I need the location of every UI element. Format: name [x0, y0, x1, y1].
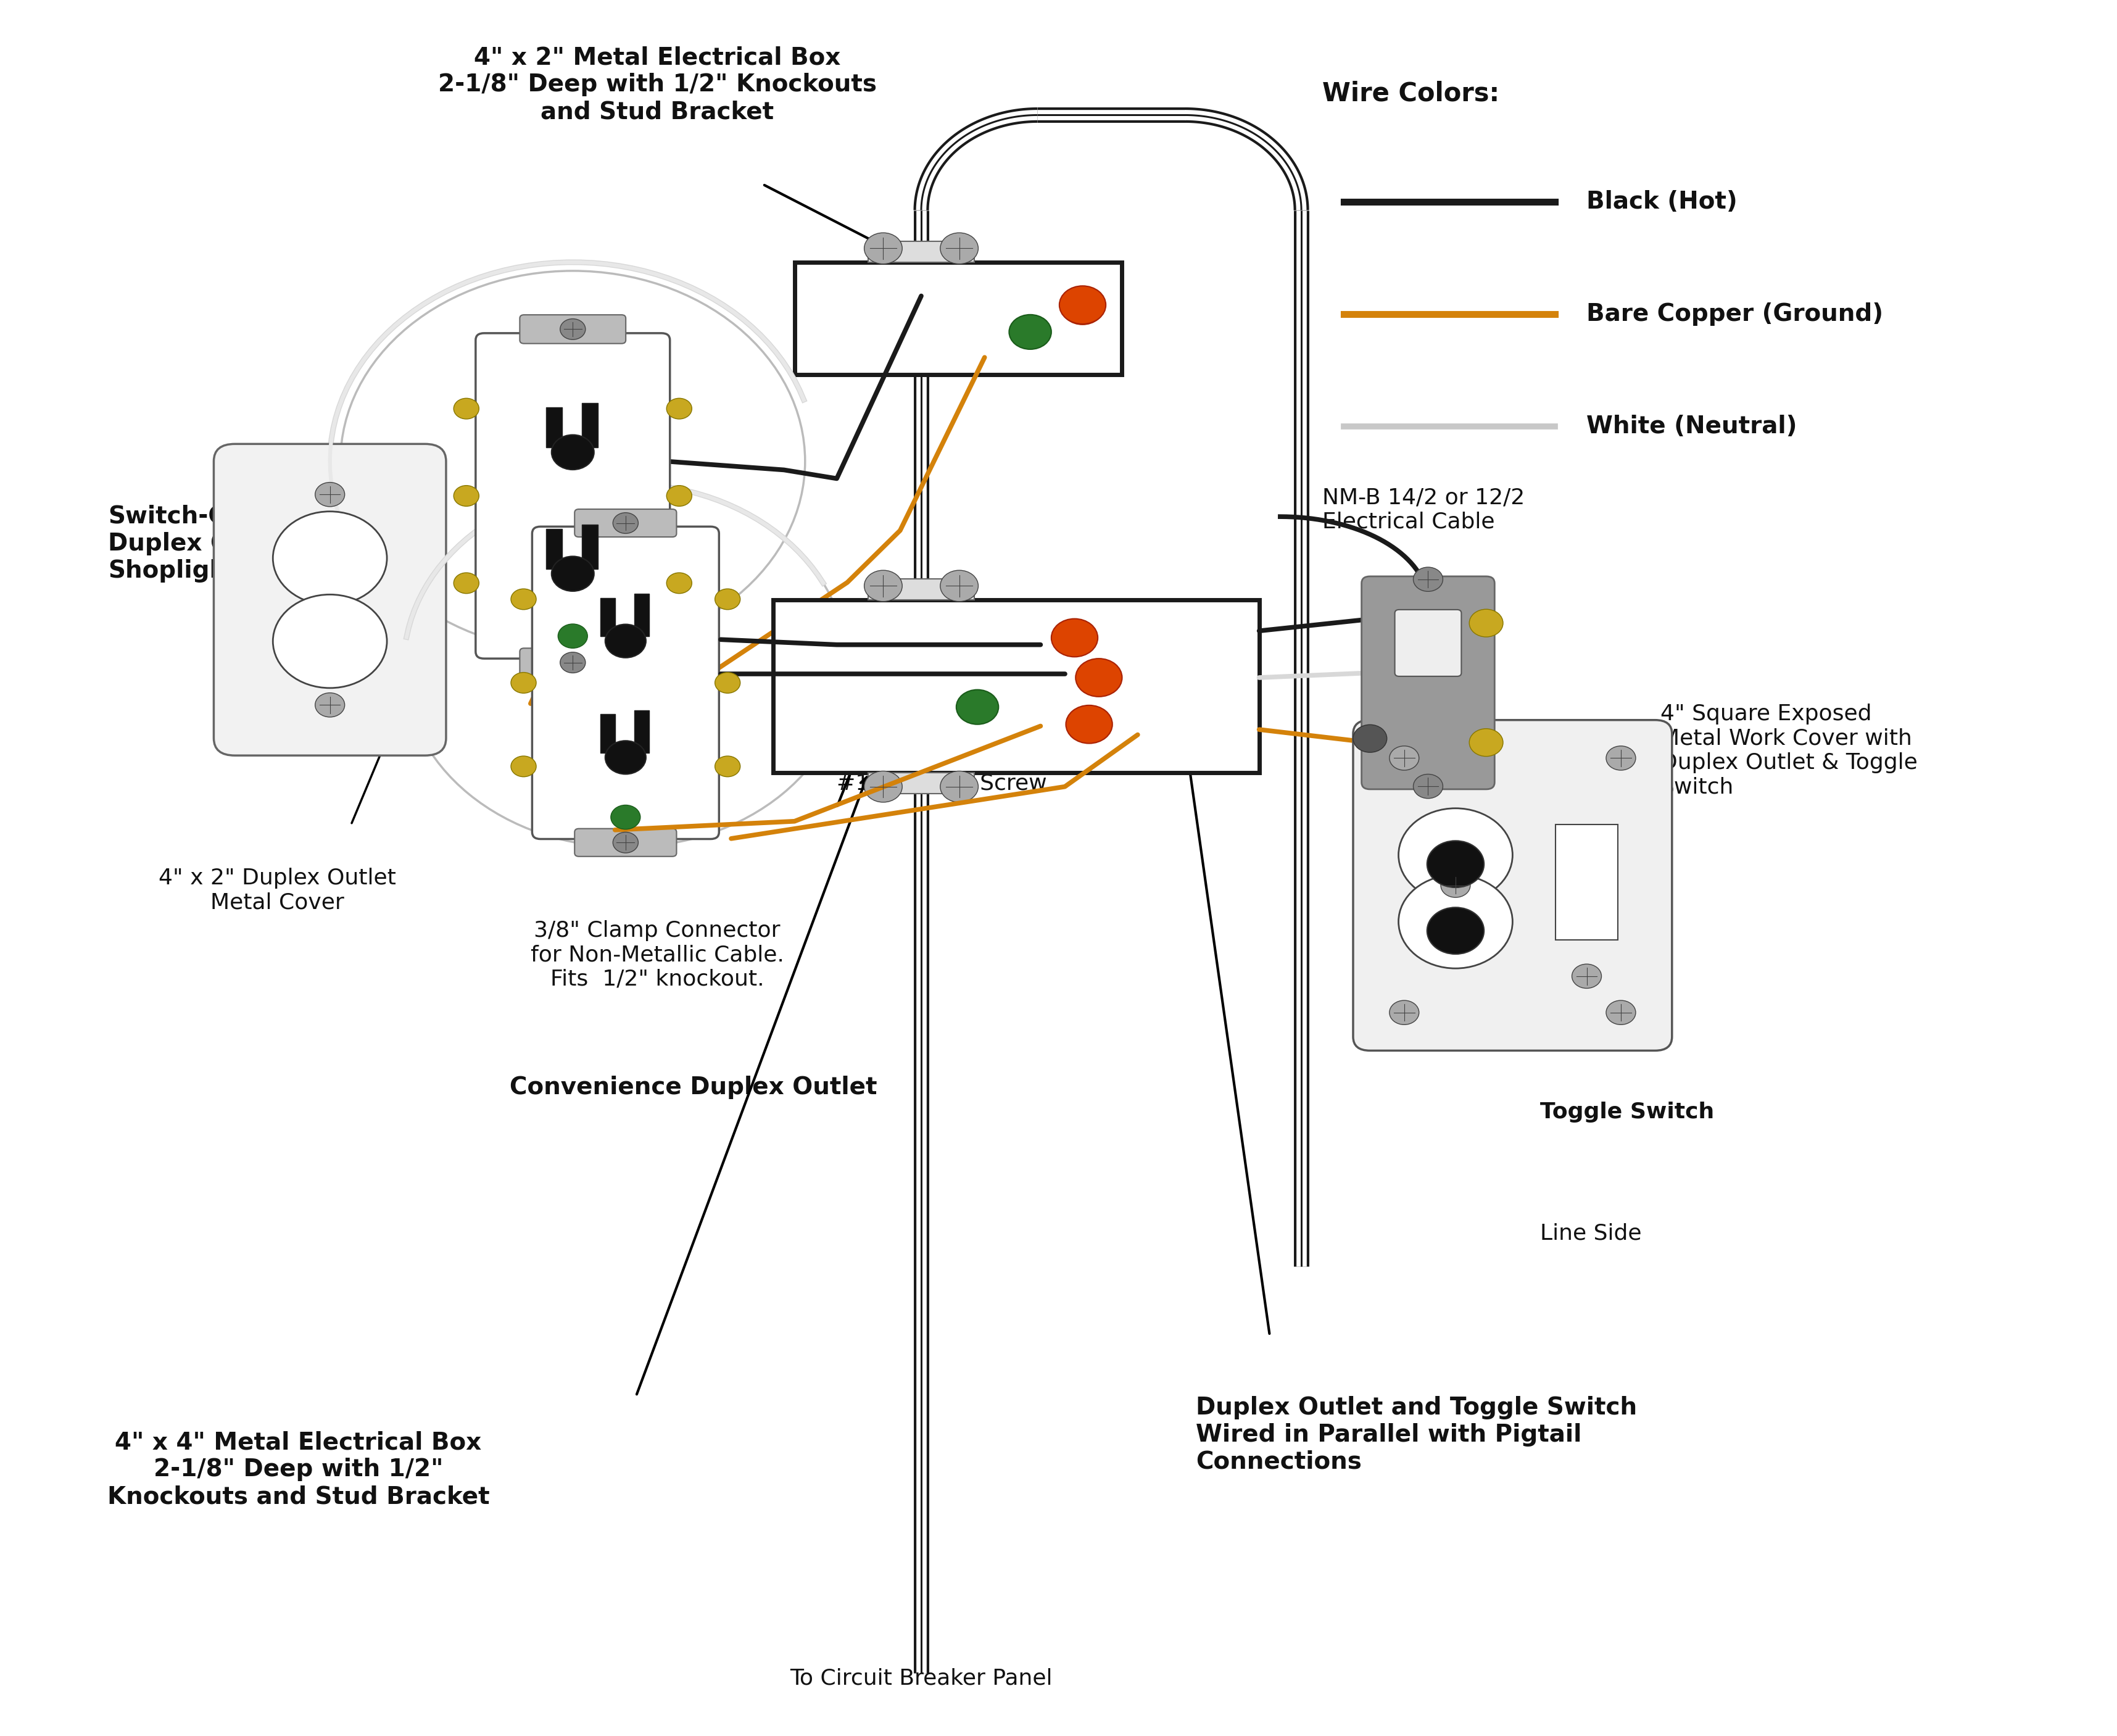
Circle shape	[940, 771, 978, 802]
Circle shape	[1389, 1000, 1418, 1024]
Circle shape	[1399, 809, 1512, 901]
Circle shape	[716, 672, 741, 693]
Circle shape	[1469, 609, 1503, 637]
Circle shape	[553, 434, 595, 470]
Bar	[546, 406, 563, 448]
Text: Duplex Outlet and Toggle Switch
Wired in Parallel with Pigtail
Connections: Duplex Outlet and Toggle Switch Wired in…	[1196, 1396, 1636, 1474]
Circle shape	[957, 689, 999, 724]
Bar	[1556, 825, 1617, 939]
Circle shape	[1573, 963, 1600, 988]
Circle shape	[605, 741, 646, 774]
Circle shape	[940, 571, 978, 601]
Circle shape	[1607, 1000, 1636, 1024]
Circle shape	[273, 512, 387, 604]
Text: #10 Ground Screw: #10 Ground Screw	[836, 773, 1048, 793]
Bar	[635, 594, 650, 637]
Circle shape	[273, 594, 387, 687]
Bar	[599, 597, 616, 637]
Circle shape	[561, 653, 586, 674]
Bar	[582, 524, 597, 569]
Circle shape	[667, 486, 692, 507]
Circle shape	[864, 771, 902, 802]
Circle shape	[1427, 840, 1484, 887]
Circle shape	[1442, 873, 1471, 898]
Circle shape	[315, 483, 345, 507]
Circle shape	[553, 556, 595, 592]
Circle shape	[1065, 705, 1111, 743]
Circle shape	[667, 573, 692, 594]
FancyBboxPatch shape	[1353, 720, 1672, 1050]
Circle shape	[614, 512, 637, 533]
Circle shape	[1414, 774, 1444, 799]
Text: 4" x 2" Duplex Outlet
Metal Cover: 4" x 2" Duplex Outlet Metal Cover	[159, 868, 396, 913]
Circle shape	[315, 693, 345, 717]
Text: Bare Copper (Ground): Bare Copper (Ground)	[1586, 302, 1884, 326]
Text: Line Side: Line Side	[1539, 1222, 1641, 1243]
Text: Wire Colors:: Wire Colors:	[1323, 80, 1499, 106]
Circle shape	[605, 625, 646, 658]
Text: 3/8" Clamp Connector
for Non-Metallic Cable.
Fits  1/2" knockout.: 3/8" Clamp Connector for Non-Metallic Ca…	[531, 920, 783, 990]
Circle shape	[561, 319, 586, 340]
Text: Toggle Switch: Toggle Switch	[1539, 1102, 1715, 1123]
Circle shape	[1399, 875, 1512, 969]
Circle shape	[1389, 746, 1418, 771]
Circle shape	[453, 398, 478, 418]
Circle shape	[716, 589, 741, 609]
Text: 4" Square Exposed
Metal Work Cover with
Duplex Outlet & Toggle
Switch: 4" Square Exposed Metal Work Cover with …	[1660, 703, 1918, 797]
Circle shape	[1075, 658, 1122, 696]
Circle shape	[1414, 568, 1444, 592]
FancyBboxPatch shape	[531, 526, 720, 838]
Circle shape	[716, 755, 741, 776]
Circle shape	[940, 233, 978, 264]
Bar	[868, 578, 974, 599]
Bar	[635, 710, 650, 753]
FancyBboxPatch shape	[521, 648, 627, 677]
Bar	[599, 713, 616, 753]
Text: 4" x 4" Metal Electrical Box
2-1/8" Deep with 1/2"
Knockouts and Stud Bracket: 4" x 4" Metal Electrical Box 2-1/8" Deep…	[108, 1430, 489, 1509]
Circle shape	[1058, 286, 1105, 325]
Circle shape	[614, 832, 637, 852]
Bar	[868, 241, 974, 262]
FancyBboxPatch shape	[1395, 609, 1461, 677]
Circle shape	[559, 623, 589, 648]
Bar	[794, 262, 1122, 375]
FancyBboxPatch shape	[574, 828, 677, 856]
Circle shape	[1061, 290, 1103, 325]
Circle shape	[864, 571, 902, 601]
Circle shape	[453, 486, 478, 507]
Circle shape	[612, 806, 639, 830]
FancyBboxPatch shape	[476, 333, 669, 658]
Circle shape	[1010, 314, 1052, 349]
FancyBboxPatch shape	[1361, 576, 1495, 790]
Text: White (Neutral): White (Neutral)	[1586, 415, 1797, 439]
Text: NM-B 14/2 or 12/2
Electrical Cable: NM-B 14/2 or 12/2 Electrical Cable	[1323, 488, 1524, 533]
Circle shape	[1052, 618, 1099, 656]
Text: Convenience Duplex Outlet: Convenience Duplex Outlet	[510, 1076, 876, 1099]
Text: Load Side: Load Side	[1539, 1016, 1649, 1036]
Bar	[582, 403, 597, 448]
Text: Switch-Controlled
Duplex Outlet for
Shoplight: Switch-Controlled Duplex Outlet for Shop…	[108, 505, 349, 582]
Text: To Circuit Breaker Panel: To Circuit Breaker Panel	[790, 1668, 1052, 1689]
Circle shape	[510, 755, 536, 776]
Bar	[773, 599, 1260, 773]
Circle shape	[510, 589, 536, 609]
Circle shape	[453, 573, 478, 594]
Bar	[868, 773, 974, 793]
Text: Black (Hot): Black (Hot)	[1586, 189, 1738, 214]
Circle shape	[1607, 746, 1636, 771]
Circle shape	[864, 233, 902, 264]
Bar	[546, 528, 563, 569]
Circle shape	[510, 672, 536, 693]
FancyBboxPatch shape	[521, 314, 627, 344]
Text: 4" x 2" Metal Electrical Box
2-1/8" Deep with 1/2" Knockouts
and Stud Bracket: 4" x 2" Metal Electrical Box 2-1/8" Deep…	[438, 45, 876, 123]
Circle shape	[1427, 908, 1484, 955]
Circle shape	[1353, 724, 1387, 752]
FancyBboxPatch shape	[214, 444, 447, 755]
Circle shape	[667, 398, 692, 418]
Circle shape	[1469, 729, 1503, 757]
FancyBboxPatch shape	[574, 509, 677, 536]
